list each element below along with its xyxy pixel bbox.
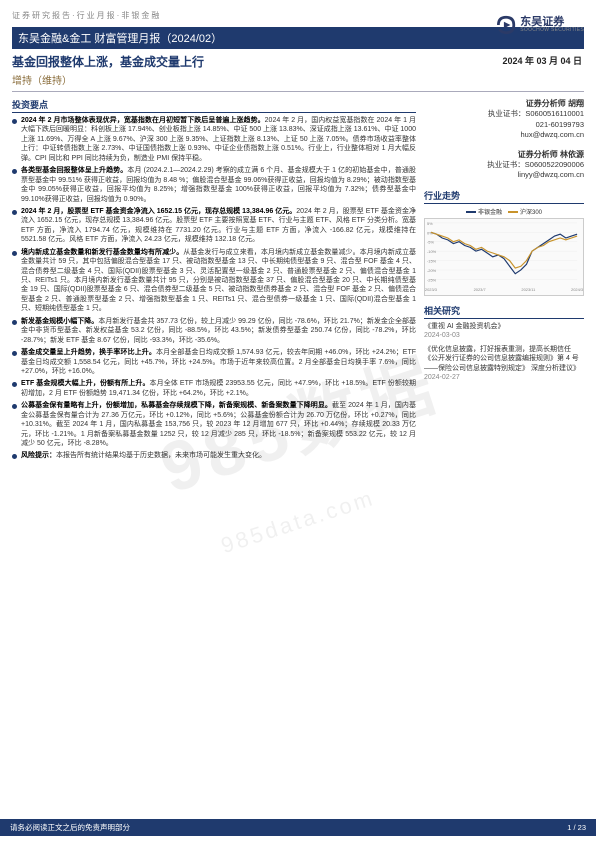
logo-icon [494, 14, 516, 36]
bullet-item: 2024 年 2 月，股票型 ETF 基金资金净流入 1652.15 亿元，现存… [12, 207, 416, 245]
bullet-item: ETF 基金规模大幅上升，份额有所上升。本月全体 ETF 市场规模 23953.… [12, 379, 416, 398]
svg-text:2023/7: 2023/7 [474, 287, 486, 292]
analyst-block: 证券分析师 林依源执业证书：S0600522090006linyy@dwzq.c… [424, 149, 584, 181]
page-footer: 请务必阅读正文之后的免责声明部分 1 / 23 [0, 819, 596, 836]
legend-item-1: 非银金融 [466, 207, 502, 216]
chart-legend: 非银金融 沪深300 [424, 207, 584, 216]
svg-text:-25%: -25% [427, 277, 437, 282]
footer-disclaimer: 请务必阅读正文之后的免责声明部分 [10, 822, 130, 833]
svg-text:-15%: -15% [427, 258, 437, 263]
related-item: 《优化信息披露，打好报表重测，提高长期信任《公开发行证券的公司信息披露编报规则》… [424, 345, 584, 383]
investment-highlights-head: 投资要点 [12, 98, 416, 113]
svg-text:-10%: -10% [427, 249, 437, 254]
rating: 增持（维持） [12, 72, 584, 87]
right-column: 证券分析师 胡翔执业证书：S0600516110001021-60199793h… [424, 98, 584, 464]
bullet-item: 境内新成立基金数量和新发行基金数量均有所减少。从基金发行与成立来看，本月境内新成… [12, 248, 416, 314]
svg-text:-20%: -20% [427, 268, 437, 273]
trend-chart: -25%-20%-15%-10%-5%0%5%2023/32023/72023/… [424, 218, 584, 296]
bullet-item: 风险提示：本报告所有统计结果均基于历史数据，未来市场可能发生重大变化。 [12, 451, 416, 460]
footer-page: 1 / 23 [567, 823, 586, 832]
svg-text:-5%: -5% [427, 240, 435, 245]
brand-logo: 东吴证券 SOOCHOW SECURITIES [494, 14, 584, 36]
svg-text:2023/11: 2023/11 [521, 287, 535, 292]
bullet-item: 新发基金规模小幅下降。本月新发行基金共 357.73 亿份，较上月减少 99.2… [12, 317, 416, 345]
bullet-item: 2024 年 2 月市场整体表现优异，宽基指数在月初短暂下跌后呈普遍上涨趋势。2… [12, 116, 416, 163]
bullet-item: 各类型基金回报整体呈上升趋势。本月 (2024.2.1—2024.2.29) 考… [12, 166, 416, 204]
left-column: 投资要点 2024 年 2 月市场整体表现优异，宽基指数在月初短暂下跌后呈普遍上… [12, 98, 416, 464]
analyst-block: 证券分析师 胡翔执业证书：S0600516110001021-60199793h… [424, 98, 584, 141]
logo-text-en: SOOCHOW SECURITIES [520, 28, 584, 33]
svg-text:2023/3: 2023/3 [425, 287, 437, 292]
watermark-small: 985data.com [218, 485, 378, 559]
related-head: 相关研究 [424, 304, 584, 319]
legend-item-2: 沪深300 [508, 207, 542, 216]
svg-text:2024/3: 2024/3 [571, 287, 583, 292]
bullet-item: 公募基金保有量略有上升，份额增加，私募基金存续规模下降，新备案规模、新备案数量下… [12, 401, 416, 448]
svg-text:5%: 5% [427, 221, 433, 226]
trend-head: 行业走势 [424, 189, 584, 204]
bullet-item: 基金成交量呈上升趋势，换手率环比上升。本月全部基金日均成交额 1,574.93 … [12, 348, 416, 376]
report-subtitle: 基金回报整体上涨，基金成交量上行 [12, 53, 584, 70]
related-item: 《重视 AI 金融投资机会》2024-03-03 [424, 322, 584, 341]
report-date: 2024 年 03 月 04 日 [502, 54, 582, 67]
